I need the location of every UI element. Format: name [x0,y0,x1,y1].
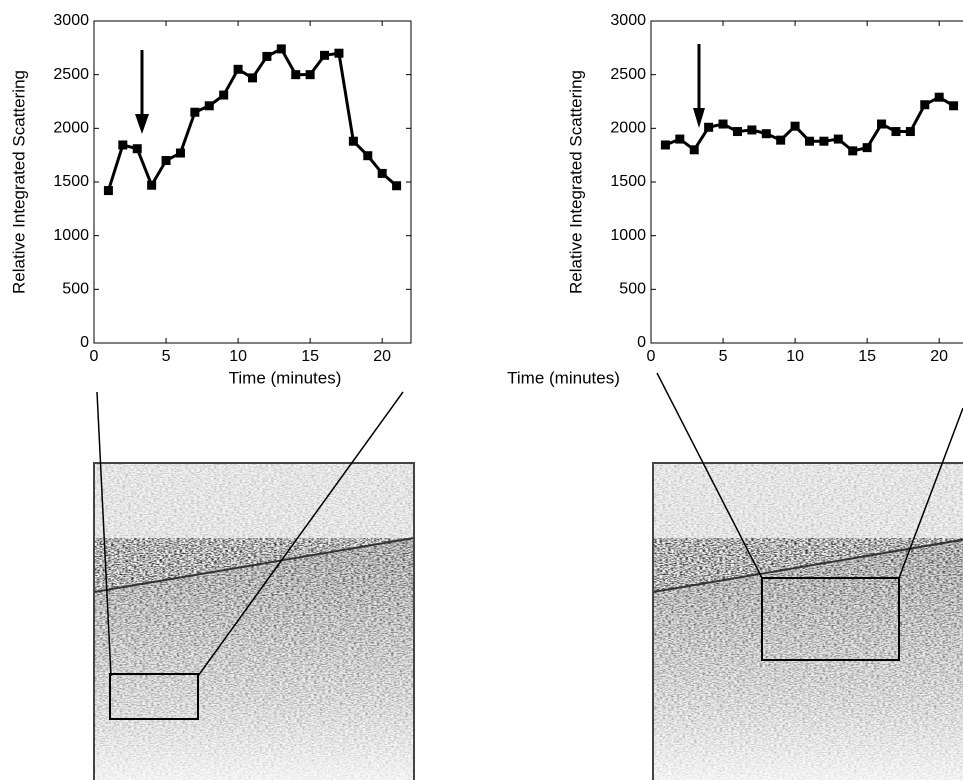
plot-area [650,20,963,344]
data-point [305,70,315,80]
data-point [276,44,286,54]
data-point [848,146,858,156]
data-point [660,140,670,150]
zoom-line [898,407,963,579]
data-point [363,151,373,161]
oct-image-right [653,463,963,780]
y-tick-label: 0 [637,334,646,351]
data-point [790,121,800,131]
x-tick-label: 5 [162,348,171,365]
data-point [732,127,742,137]
zoom-line [656,372,763,579]
y-tick-label: 1000 [610,227,646,244]
data-point [291,70,301,80]
arrow [135,50,149,134]
x-tick-label: 10 [229,348,247,365]
data-point [805,136,814,146]
data-point [905,127,915,137]
y-axis-label: Relative Integrated Scattering [9,70,28,294]
x-tick-label: 15 [858,348,876,365]
data-point [862,143,872,153]
data-point [233,64,243,74]
line-chart: 0 500 1000 1500 2000 2500 3000 0 5 10 15 20 Time (mi… [9,12,412,387]
image-frame [652,462,963,780]
y-tick-label: 2500 [610,66,646,83]
data-point [392,181,402,191]
zoom-line [197,391,404,677]
data-point [776,135,786,145]
data-point [949,101,959,111]
data-point [920,100,930,110]
y-tick-label: 3000 [610,12,646,29]
x-axis-label: Time (minutes) [507,368,620,387]
data-point [118,140,128,150]
y-tick-label: 1000 [53,227,89,244]
data-point [877,119,887,129]
image-frame [93,462,415,780]
y-tick-label: 2000 [610,120,646,137]
y-tick-label: 2000 [53,120,89,137]
y-tick-label: 500 [619,281,646,298]
data-point [190,107,200,117]
zoom-line [96,391,112,677]
data-point [761,129,771,139]
data-point [147,180,157,190]
data-point [704,122,714,132]
data-point [161,156,171,166]
arrow [693,44,705,128]
data-point [891,127,901,137]
y-axis-label: Relative Integrated Scattering [566,70,585,294]
data-point [819,136,829,146]
data-point [334,48,344,58]
data-point [747,125,757,135]
data-point [248,73,257,83]
data-point [718,119,728,129]
x-tick-label: 20 [930,348,948,365]
y-tick-label: 2500 [53,66,89,83]
data-point [320,50,330,60]
x-tick-label: 0 [90,348,99,365]
data-point [103,186,113,196]
x-axis-label: Time (minutes) [229,368,342,387]
data-point [219,90,229,100]
x-tick-label: 15 [301,348,319,365]
data-point [132,144,142,154]
y-tick-label: 3000 [53,12,89,29]
x-tick-label: 10 [786,348,804,365]
x-tick-label: 5 [719,348,728,365]
data-point [262,51,272,61]
data-point [833,134,843,144]
data-point [377,168,387,178]
data-point [348,136,358,146]
oct-image-left [94,463,414,780]
line-chart: 0 500 1000 1500 2000 2500 3000 0 5 10 15 20 Time (mi… [507,12,963,387]
y-tick-label: 1500 [53,173,89,190]
zoom-box [761,577,900,661]
data-point [689,145,699,155]
data-point [175,148,185,158]
x-tick-label: 0 [647,348,656,365]
zoom-box [109,673,199,720]
data-point [675,134,685,144]
y-tick-label: 1500 [610,173,646,190]
data-point [204,101,214,111]
y-tick-label: 500 [62,281,89,298]
data-point [934,92,944,102]
x-tick-label: 20 [373,348,391,365]
y-tick-label: 0 [80,334,89,351]
